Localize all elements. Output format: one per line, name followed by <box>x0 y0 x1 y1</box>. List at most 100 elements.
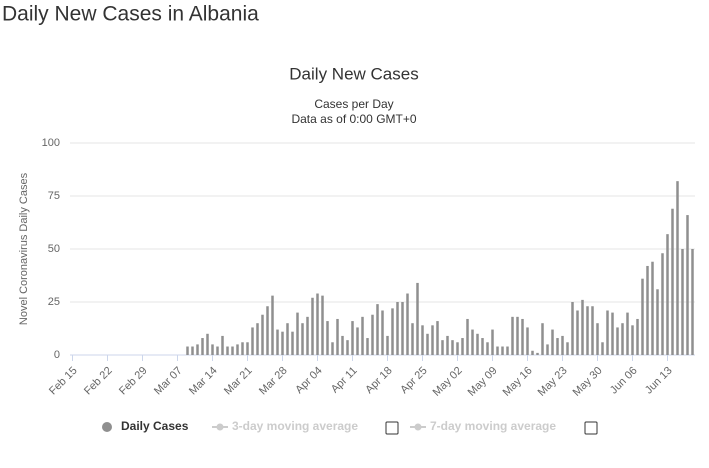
bar <box>326 321 329 355</box>
y-tick-label: 0 <box>54 349 60 361</box>
bar <box>211 344 214 355</box>
bar <box>521 318 524 355</box>
x-tick-label: Apr 04 <box>293 365 324 396</box>
legend-marker <box>216 423 224 431</box>
bar <box>201 338 204 355</box>
bar <box>341 335 344 355</box>
y-tick-label: 25 <box>48 296 60 308</box>
bar <box>596 323 599 355</box>
bar <box>321 295 324 355</box>
bar <box>441 340 444 355</box>
bar <box>471 329 474 355</box>
bar <box>501 346 504 355</box>
y-axis-label: Novel Coronavirus Daily Cases <box>18 172 30 325</box>
y-tick-label: 100 <box>42 137 60 149</box>
legend-label[interactable]: Daily Cases <box>121 419 189 433</box>
y-tick-label: 50 <box>48 243 60 255</box>
bar <box>566 342 569 355</box>
x-tick-label: Mar 21 <box>222 365 255 398</box>
legend-marker <box>102 422 112 432</box>
bar <box>366 338 369 355</box>
x-tick-label: Apr 18 <box>363 365 394 396</box>
x-tick-label: Feb 22 <box>82 365 115 398</box>
bar <box>196 344 199 355</box>
bar <box>671 208 674 355</box>
bar <box>431 325 434 355</box>
bar <box>651 261 654 355</box>
bar <box>591 306 594 355</box>
bar <box>681 249 684 355</box>
bar <box>216 346 219 355</box>
bar <box>186 346 189 355</box>
bar <box>571 302 574 355</box>
bar <box>466 318 469 355</box>
bar <box>691 249 694 355</box>
bar <box>236 344 239 355</box>
bar <box>401 302 404 355</box>
bar <box>421 325 424 355</box>
x-tick-label: Jun 13 <box>643 365 675 397</box>
bar <box>301 323 304 355</box>
x-tick-label: Feb 29 <box>117 365 150 398</box>
bar <box>636 318 639 355</box>
bar <box>271 295 274 355</box>
chart-title: Daily New Cases <box>289 64 418 83</box>
bar <box>496 346 499 355</box>
x-tick-label: Mar 07 <box>152 365 185 398</box>
bar <box>631 325 634 355</box>
bar <box>556 338 559 355</box>
x-tick-label: May 09 <box>466 365 500 399</box>
bar <box>491 329 494 355</box>
bar <box>191 346 194 355</box>
bar <box>576 310 579 355</box>
bar <box>506 346 509 355</box>
bar <box>486 342 489 355</box>
bar <box>656 289 659 355</box>
bar <box>241 342 244 355</box>
bar <box>646 265 649 355</box>
bar <box>391 308 394 355</box>
bar <box>626 312 629 355</box>
bar <box>346 340 349 355</box>
x-tick-label: May 30 <box>571 365 605 399</box>
checkbox[interactable] <box>385 421 399 435</box>
bar <box>621 323 624 355</box>
bar <box>531 350 534 355</box>
chart-subtitle: Cases per Day <box>314 97 393 111</box>
bar <box>676 181 679 355</box>
x-tick-label: Mar 28 <box>257 365 290 398</box>
x-tick-label: Feb 15 <box>47 365 80 398</box>
bar <box>256 323 259 355</box>
bar <box>221 335 224 355</box>
legend-label[interactable]: 3-day moving average <box>232 419 358 433</box>
bar <box>411 323 414 355</box>
bar <box>286 323 289 355</box>
x-tick-label: Apr 25 <box>398 365 429 396</box>
checkbox[interactable] <box>584 421 598 435</box>
page-title: Daily New Cases in Albania <box>2 3 259 26</box>
bar <box>456 342 459 355</box>
bar <box>526 327 529 355</box>
bar <box>381 310 384 355</box>
bar <box>436 321 439 355</box>
bar <box>516 316 519 355</box>
bar <box>551 329 554 355</box>
bar <box>296 312 299 355</box>
bar <box>266 306 269 355</box>
bar <box>356 327 359 355</box>
bar <box>291 331 294 355</box>
bar <box>561 335 564 355</box>
bar <box>461 338 464 355</box>
bar <box>686 215 689 355</box>
bar <box>261 314 264 355</box>
bar <box>276 329 279 355</box>
legend-label[interactable]: 7-day moving average <box>430 419 556 433</box>
bar <box>616 327 619 355</box>
bar <box>226 346 229 355</box>
bar <box>481 338 484 355</box>
bar <box>536 352 539 355</box>
chart-subtitle: Data as of 0:00 GMT+0 <box>291 112 416 126</box>
x-tick-label: May 23 <box>536 365 570 399</box>
bar <box>601 342 604 355</box>
